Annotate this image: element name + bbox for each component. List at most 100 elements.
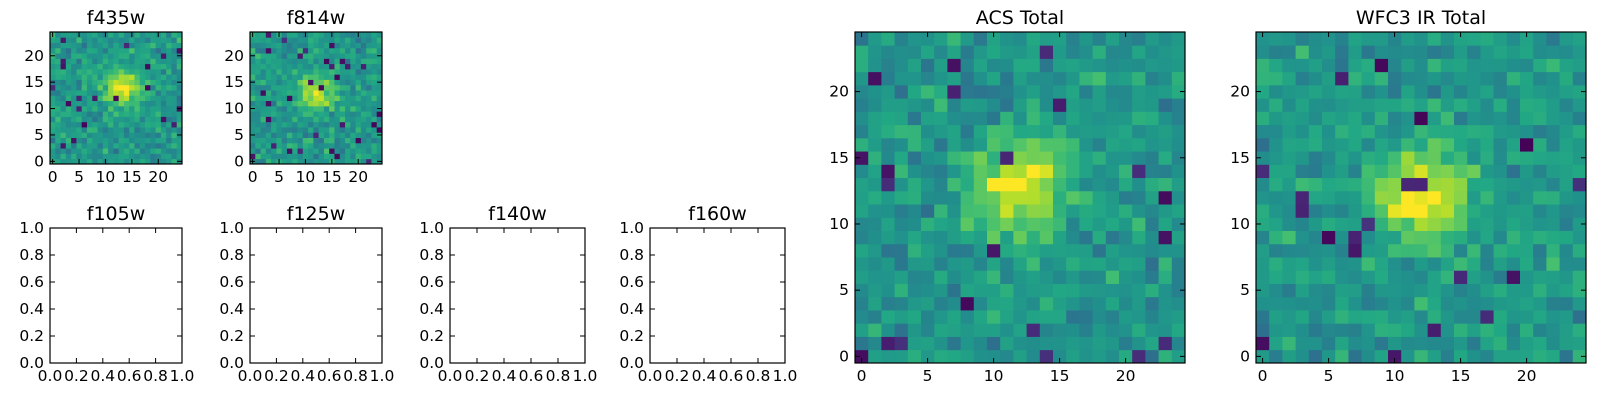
heatmap-cell	[371, 105, 378, 112]
axes-frame	[249, 31, 383, 165]
heatmap-cell	[350, 42, 356, 49]
heatmap-cell	[97, 127, 104, 133]
heatmap-cell	[1269, 204, 1283, 218]
heatmap-cell	[65, 79, 72, 86]
heatmap-cell	[1506, 204, 1521, 218]
heatmap-cell	[1256, 45, 1270, 59]
heatmap-cell	[60, 153, 67, 160]
heatmap-cell	[308, 100, 314, 107]
heatmap-cell	[947, 190, 961, 205]
x-tick-label: 0.2	[465, 367, 490, 385]
heatmap-cell	[329, 63, 335, 70]
heatmap-cell	[260, 63, 267, 70]
heatmap-cell	[255, 111, 261, 117]
heatmap-cell	[1308, 71, 1323, 86]
heatmap-cell	[271, 95, 277, 102]
heatmap-cell	[960, 296, 975, 311]
heatmap-cell	[987, 190, 1001, 205]
heatmap-cell	[86, 79, 93, 86]
heatmap-cell	[113, 47, 120, 54]
heatmap-cell	[97, 111, 104, 117]
heatmap-cell	[145, 68, 151, 75]
heatmap-cell	[308, 116, 314, 123]
heatmap-cell	[1361, 323, 1376, 337]
heatmap-cell	[1440, 283, 1455, 298]
heatmap-cell	[97, 132, 104, 138]
heatmap-cell	[150, 132, 156, 138]
heatmap-cell	[855, 270, 869, 284]
heatmap-cell	[1256, 296, 1270, 311]
heatmap-cell	[1039, 124, 1054, 139]
heatmap-cell	[1132, 111, 1146, 126]
heatmap-cell	[118, 132, 125, 138]
heatmap-cell	[1079, 45, 1093, 59]
heatmap-cell	[1105, 98, 1120, 112]
heatmap-cell	[297, 58, 304, 65]
heatmap-cell	[1053, 310, 1067, 324]
heatmap-cell	[134, 158, 141, 165]
heatmap-cell	[308, 32, 314, 38]
heatmap-cell	[1079, 84, 1093, 99]
heatmap-cell	[1388, 243, 1402, 258]
heatmap-cell	[60, 95, 67, 102]
heatmap-cell	[1053, 230, 1067, 245]
heatmap-cell	[1171, 124, 1186, 139]
heatmap-cell	[1572, 84, 1587, 99]
heatmap-cell	[1348, 151, 1362, 165]
heatmap-cell	[1427, 270, 1442, 284]
heatmap-cell	[1427, 111, 1442, 126]
x-tick-label: 5	[1324, 367, 1334, 385]
heatmap-cell	[118, 158, 125, 165]
heatmap-cell	[334, 127, 341, 133]
heatmap-cell	[323, 111, 330, 117]
heatmap-cell	[160, 68, 167, 75]
heatmap-cell	[334, 84, 341, 91]
heatmap-cell	[71, 158, 77, 165]
heatmap-cell	[176, 37, 183, 43]
heatmap-cell	[276, 42, 283, 49]
heatmap-cell	[71, 148, 77, 154]
heatmap-cell	[987, 230, 1001, 245]
heatmap-cell	[1132, 45, 1146, 59]
heatmap-cell	[1374, 124, 1389, 139]
heatmap-cell	[345, 79, 351, 86]
heatmap-cell	[855, 217, 869, 231]
heatmap-cell	[1480, 45, 1494, 59]
heatmap-cell	[1256, 349, 1270, 364]
heatmap-cell	[881, 177, 895, 192]
heatmap-cell	[1440, 336, 1455, 351]
heatmap-cell	[1361, 84, 1376, 99]
heatmap-cell	[97, 37, 104, 43]
heatmap-cell	[1440, 296, 1455, 311]
heatmap-cell	[1572, 111, 1587, 126]
heatmap-cell	[1119, 190, 1133, 205]
heatmap-cell	[55, 68, 61, 75]
heatmap-cell	[1374, 111, 1389, 126]
heatmap-cell	[129, 153, 135, 160]
heatmap-cell	[1000, 84, 1014, 99]
heatmap-cell	[1171, 270, 1186, 284]
heatmap-cell	[123, 47, 130, 54]
heatmap-cell	[281, 121, 288, 128]
heatmap-cell	[973, 270, 988, 284]
heatmap-cell	[1533, 124, 1547, 139]
heatmap-cell	[1105, 217, 1120, 231]
heatmap-cell	[150, 105, 156, 112]
heatmap-cell	[355, 37, 362, 43]
heatmap-cell	[907, 310, 922, 324]
heatmap-cell	[1520, 323, 1534, 337]
heatmap-cell	[1105, 336, 1120, 351]
heatmap-cell	[118, 90, 125, 96]
heatmap-cell	[987, 336, 1001, 351]
heatmap-cell	[113, 137, 120, 144]
heatmap-cell	[1572, 310, 1587, 324]
heatmap-cell	[271, 74, 277, 80]
heatmap-cell	[345, 63, 351, 70]
heatmap-cell	[366, 42, 372, 49]
heatmap-cell	[334, 79, 341, 86]
heatmap-cell	[92, 153, 98, 160]
heatmap-cell	[1374, 137, 1389, 152]
heatmap-cell	[281, 53, 288, 59]
heatmap-cell	[360, 105, 367, 112]
heatmap-cell	[297, 137, 304, 144]
